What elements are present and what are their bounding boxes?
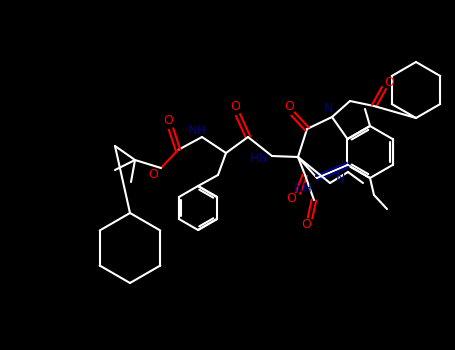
Text: NH: NH <box>293 182 313 195</box>
Text: O: O <box>301 218 311 231</box>
Text: N: N <box>335 172 345 184</box>
Text: NH: NH <box>187 124 207 136</box>
Text: O: O <box>286 191 296 204</box>
Text: N: N <box>324 102 333 114</box>
Text: O: O <box>163 114 173 127</box>
Text: O: O <box>230 100 240 113</box>
Text: O: O <box>384 77 394 90</box>
Text: O: O <box>284 100 294 113</box>
Text: HN: HN <box>250 152 268 164</box>
Text: O: O <box>148 168 158 182</box>
